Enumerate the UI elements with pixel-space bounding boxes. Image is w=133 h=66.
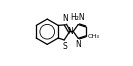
Text: N: N — [75, 40, 81, 49]
Text: H₂N: H₂N — [71, 13, 85, 23]
Text: N: N — [67, 27, 73, 36]
Text: CH₃: CH₃ — [88, 34, 100, 39]
Text: N: N — [62, 14, 68, 23]
Text: S: S — [62, 42, 67, 51]
